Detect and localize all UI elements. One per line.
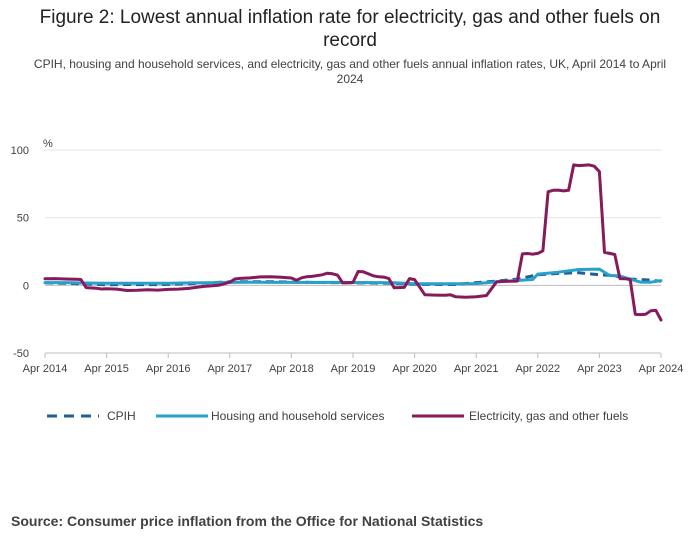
y-tick-label: 100 (11, 145, 29, 157)
legend-label: Electricity, gas and other fuels (469, 409, 628, 423)
legend-label: Housing and household services (211, 409, 384, 423)
x-tick-label: Apr 2019 (331, 363, 376, 375)
x-tick-label: Apr 2023 (577, 363, 622, 375)
x-tick-label: Apr 2016 (146, 363, 191, 375)
x-tick-label: Apr 2014 (23, 363, 68, 375)
y-tick-label: 0 (23, 280, 29, 292)
chart-title: Figure 2: Lowest annual inflation rate f… (39, 7, 661, 51)
x-tick-label: Apr 2024 (639, 363, 684, 375)
housing-and-household-services-line (43, 267, 663, 286)
x-tick-label: Apr 2017 (207, 363, 252, 375)
y-axis-label: % (43, 138, 53, 150)
x-tick-label: Apr 2021 (454, 363, 499, 375)
chart-subtitle: CPIH, housing and household services, an… (33, 57, 667, 86)
x-tick-label: Apr 2018 (269, 363, 314, 375)
source-note: Source: Consumer price inflation from th… (11, 513, 484, 529)
x-tick-label: Apr 2022 (515, 363, 560, 375)
electricity-gas-and-other-fuels-line (43, 163, 663, 322)
y-tick-label: -50 (13, 348, 29, 360)
x-tick-label: Apr 2020 (392, 363, 437, 375)
y-tick-label: 50 (17, 213, 29, 225)
legend-label: CPIH (107, 409, 136, 423)
x-tick-label: Apr 2015 (84, 363, 129, 375)
